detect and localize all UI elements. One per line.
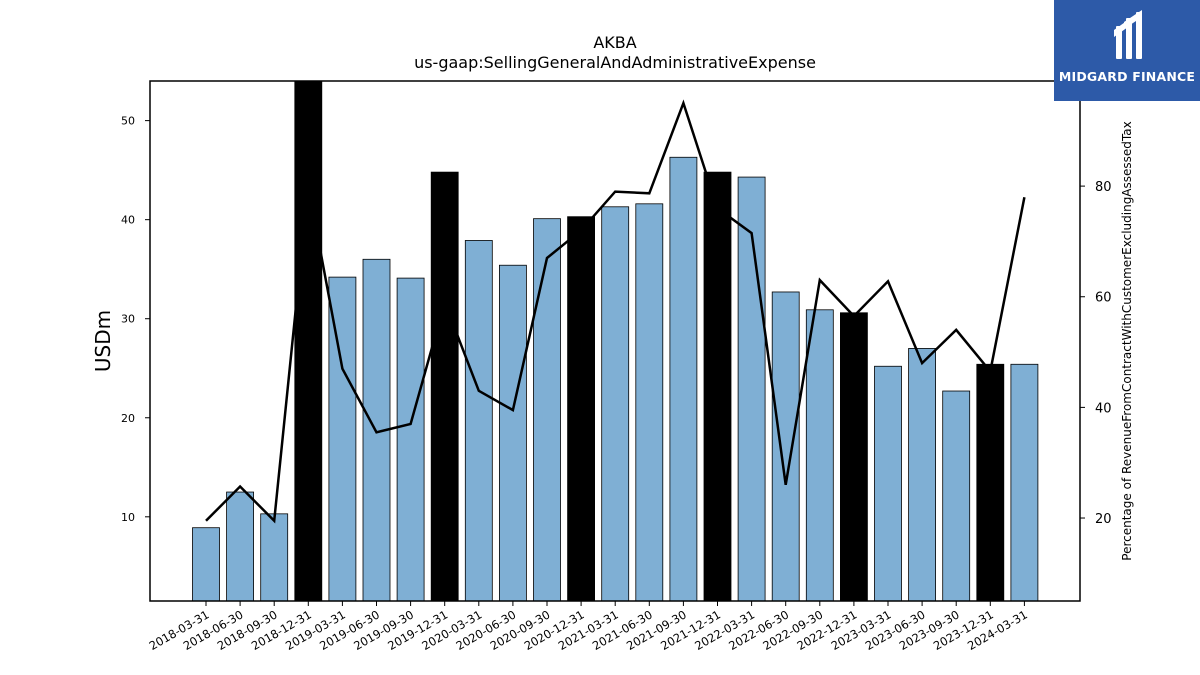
bar-2023-06-30 — [908, 348, 936, 601]
bar-2022-06-30 — [771, 291, 800, 601]
y-tick-label-50: 50 — [121, 115, 135, 128]
y2-tick-label-80: 80 — [1095, 180, 1112, 195]
bar-2023-09-30 — [942, 390, 971, 601]
bar-2019-09-30 — [396, 277, 425, 601]
y-axis-label: USDm — [91, 310, 115, 372]
y-tick-label-40: 40 — [121, 214, 135, 227]
bar-2018-03-31 — [192, 527, 220, 601]
brand-name: MIDGARD FINANCE — [1058, 69, 1196, 84]
y-tick-label-10: 10 — [121, 511, 135, 524]
bar-2020-12-31 — [567, 216, 595, 601]
bar-2020-06-30 — [498, 264, 527, 601]
bar-2021-12-31 — [703, 171, 732, 601]
y2-tick-label-20: 20 — [1095, 512, 1112, 527]
y2-axis-label: Percentage of RevenueFromContractWithCus… — [1120, 121, 1134, 560]
y2-tick-label-60: 60 — [1095, 291, 1112, 306]
bar-2018-06-30 — [226, 491, 255, 601]
bar-2022-03-31 — [737, 176, 766, 601]
bar-2021-03-31 — [601, 206, 630, 601]
logo-mark-icon — [1114, 10, 1142, 59]
line-series — [205, 99, 1026, 524]
bar-2021-06-30 — [635, 203, 664, 601]
bar-2018-09-30 — [260, 513, 289, 601]
y-tick-label-30: 30 — [121, 313, 135, 326]
bar-2022-09-30 — [805, 309, 834, 601]
y2-tick-label-40: 40 — [1095, 401, 1112, 416]
chart-subtitle: us-gaap:SellingGeneralAndAdministrativeE… — [414, 53, 816, 72]
chart-title: AKBA — [593, 33, 637, 52]
bar-2023-03-31 — [874, 365, 902, 601]
bar-2018-12-31 — [294, 81, 323, 601]
bar-2019-03-31 — [328, 276, 357, 601]
y-tick-label-20: 20 — [121, 412, 135, 425]
bar-2020-03-31 — [464, 240, 493, 601]
bar-2020-09-30 — [533, 218, 561, 601]
bar-2019-12-31 — [430, 171, 459, 601]
bar-2022-12-31 — [840, 312, 868, 601]
bar-2021-09-30 — [669, 156, 698, 601]
bar-2024-03-31 — [1010, 363, 1039, 601]
bar-2023-12-31 — [976, 363, 1005, 601]
bar-series — [192, 81, 1039, 601]
brand-logo: MIDGARD FINANCE — [1054, 0, 1200, 101]
axes: 10 20 30 40 50 20 40 60 80 — [121, 80, 1112, 606]
